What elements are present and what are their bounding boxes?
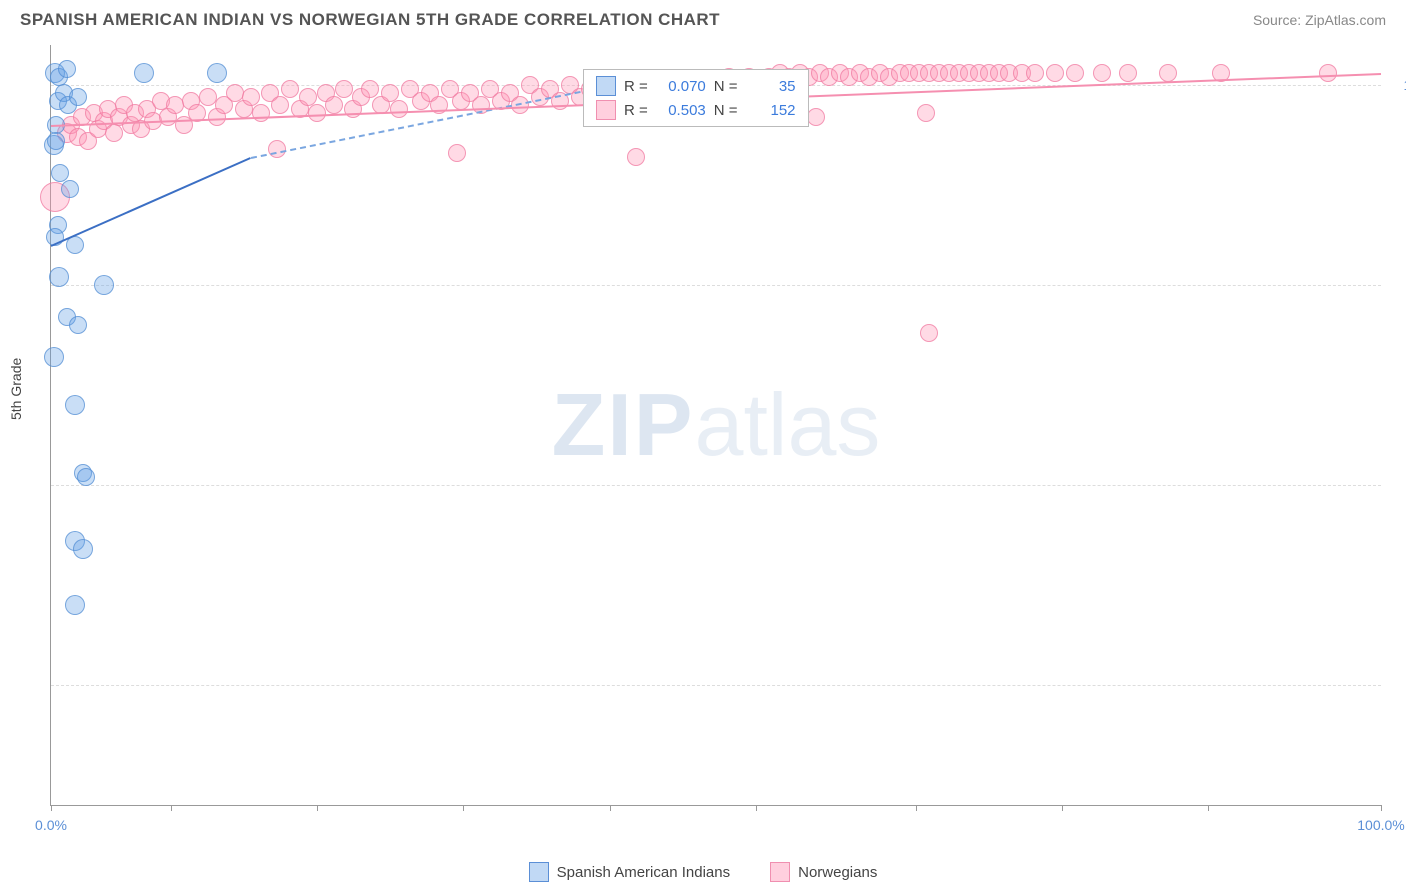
y-tick-label: 90.0% xyxy=(1391,477,1406,493)
x-tick-mark xyxy=(1208,805,1209,811)
data-point xyxy=(252,104,270,122)
x-tick-mark xyxy=(610,805,611,811)
data-point xyxy=(69,316,87,334)
data-point xyxy=(1319,64,1337,82)
n-label: N = xyxy=(714,78,738,95)
source-attribution: Source: ZipAtlas.com xyxy=(1253,12,1386,28)
data-point xyxy=(207,63,227,83)
data-point xyxy=(281,80,299,98)
data-point xyxy=(1119,64,1137,82)
y-tick-label: 100.0% xyxy=(1391,77,1406,93)
data-point xyxy=(242,88,260,106)
y-axis-label: 5th Grade xyxy=(8,358,24,420)
n-value: 35 xyxy=(746,78,796,95)
r-label: R = xyxy=(624,78,648,95)
x-tick-mark xyxy=(1381,805,1382,811)
x-tick-mark xyxy=(463,805,464,811)
data-point xyxy=(1026,64,1044,82)
swatch-blue xyxy=(529,862,549,882)
r-value: 0.070 xyxy=(656,78,706,95)
data-point xyxy=(47,132,65,150)
y-tick-label: 95.0% xyxy=(1391,277,1406,293)
legend-label: Norwegians xyxy=(798,864,877,881)
swatch-blue xyxy=(596,76,616,96)
legend-item-pink: Norwegians xyxy=(770,862,877,882)
data-point xyxy=(1046,64,1064,82)
x-tick-mark xyxy=(1062,805,1063,811)
x-tick-mark xyxy=(51,805,52,811)
data-point xyxy=(69,88,87,106)
data-point xyxy=(1093,64,1111,82)
data-point xyxy=(61,180,79,198)
stats-legend-row: R = 0.070 N = 35 xyxy=(584,74,808,98)
x-tick-mark xyxy=(317,805,318,811)
gridline xyxy=(51,485,1381,486)
stats-legend-row: R = 0.503 N = 152 xyxy=(584,98,808,122)
gridline xyxy=(51,285,1381,286)
x-tick-label: 0.0% xyxy=(35,817,67,833)
data-point xyxy=(807,108,825,126)
n-label: N = xyxy=(714,102,738,119)
legend-label: Spanish American Indians xyxy=(557,864,730,881)
swatch-pink xyxy=(596,100,616,120)
x-tick-mark xyxy=(916,805,917,811)
chart-title: SPANISH AMERICAN INDIAN VS NORWEGIAN 5TH… xyxy=(20,10,720,30)
data-point xyxy=(65,595,85,615)
swatch-pink xyxy=(770,862,790,882)
data-point xyxy=(920,324,938,342)
data-point xyxy=(627,148,645,166)
n-value: 152 xyxy=(746,102,796,119)
stats-legend: R = 0.070 N = 35 R = 0.503 N = 152 xyxy=(583,69,809,127)
data-point xyxy=(73,539,93,559)
data-point xyxy=(271,96,289,114)
data-point xyxy=(325,96,343,114)
data-point xyxy=(44,347,64,367)
x-tick-mark xyxy=(171,805,172,811)
x-tick-mark xyxy=(756,805,757,811)
data-point xyxy=(49,267,69,287)
scatter-chart: ZIPatlas 85.0%90.0%95.0%100.0%0.0%100.0%… xyxy=(50,45,1381,806)
data-point xyxy=(390,100,408,118)
data-point xyxy=(448,144,466,162)
legend-item-blue: Spanish American Indians xyxy=(529,862,730,882)
bottom-legend: Spanish American Indians Norwegians xyxy=(0,862,1406,882)
data-point xyxy=(1066,64,1084,82)
data-point xyxy=(134,63,154,83)
data-point xyxy=(1159,64,1177,82)
data-point xyxy=(335,80,353,98)
trend-line xyxy=(51,157,251,247)
data-point xyxy=(361,80,379,98)
data-point xyxy=(268,140,286,158)
y-tick-label: 85.0% xyxy=(1391,677,1406,693)
watermark: ZIPatlas xyxy=(552,374,881,476)
r-value: 0.503 xyxy=(656,102,706,119)
data-point xyxy=(308,104,326,122)
data-point xyxy=(65,395,85,415)
data-point xyxy=(105,124,123,142)
data-point xyxy=(917,104,935,122)
data-point xyxy=(58,60,76,78)
gridline xyxy=(51,685,1381,686)
x-tick-label: 100.0% xyxy=(1357,817,1404,833)
data-point xyxy=(94,275,114,295)
r-label: R = xyxy=(624,102,648,119)
data-point xyxy=(77,468,95,486)
